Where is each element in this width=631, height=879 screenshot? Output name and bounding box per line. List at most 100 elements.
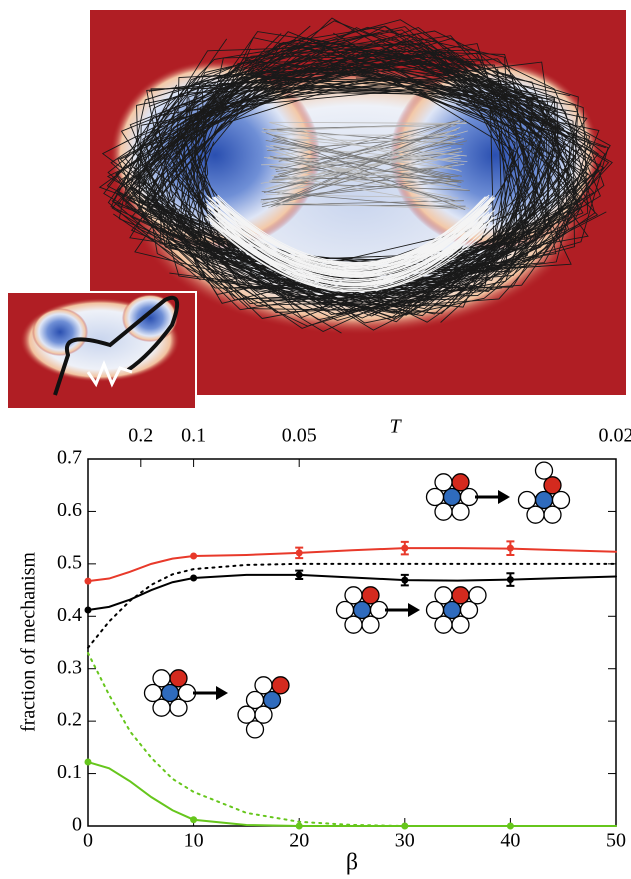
atom [271, 676, 290, 695]
atom [451, 615, 470, 634]
trajectory [271, 139, 452, 178]
x-tick-label: 30 [395, 830, 415, 852]
trajectory [211, 223, 495, 292]
data-point [401, 576, 409, 584]
atom [361, 615, 380, 634]
trajectory [261, 191, 458, 209]
atom [425, 600, 445, 620]
top-axis-label: T [389, 416, 402, 438]
y-tick-label: 0.5 [57, 551, 82, 573]
trajectory [136, 40, 596, 301]
data-point [190, 552, 198, 560]
atom [468, 586, 487, 605]
y-tick-label: 0.6 [57, 499, 82, 521]
atom [451, 586, 470, 605]
atom [254, 676, 273, 695]
trajectory [267, 122, 467, 132]
data-point [401, 544, 409, 552]
top-tick-label: 0.1 [181, 425, 206, 447]
trajectory [180, 44, 573, 315]
data-point [190, 574, 198, 582]
trajectory [274, 144, 459, 171]
data-point [506, 576, 514, 584]
trajectory [217, 211, 490, 281]
atom [169, 669, 188, 688]
trajectory [274, 167, 452, 197]
trajectory [275, 138, 456, 143]
data-point [84, 758, 92, 766]
trajectory [217, 217, 486, 286]
mechanism-icons [143, 461, 571, 739]
data-point [295, 571, 303, 579]
data-point [295, 549, 303, 557]
curve [87, 562, 617, 649]
trajectory [269, 121, 462, 172]
atom [245, 690, 265, 710]
atom [543, 476, 562, 495]
trajectory [269, 155, 456, 202]
atom [237, 705, 256, 724]
trajectory [265, 145, 454, 205]
x-tick-label: 40 [500, 830, 520, 852]
trajectory [134, 29, 584, 315]
trajectory [261, 149, 460, 205]
trajectory [278, 157, 464, 182]
trajectory [261, 162, 461, 208]
atom [152, 669, 171, 688]
top-tick-label: 0.05 [282, 425, 317, 447]
atom [344, 586, 363, 605]
top-tick-label: 0.2 [128, 425, 153, 447]
x-tick-label: 0 [83, 830, 93, 852]
atom [344, 615, 363, 634]
trajectory [269, 121, 467, 124]
trajectory [124, 32, 605, 306]
trajectory [178, 49, 576, 314]
y-tick-label: 0.1 [57, 761, 82, 783]
trajectory [272, 138, 454, 178]
arrow-head [408, 603, 420, 617]
atom [425, 487, 445, 507]
trajectory [211, 196, 490, 266]
y-tick-label: 0.4 [57, 604, 82, 626]
atom [434, 586, 453, 605]
curve [87, 573, 617, 611]
atom [143, 683, 163, 703]
trajectory [176, 25, 573, 321]
atom [459, 600, 479, 620]
trajectory [279, 120, 455, 177]
atom [517, 490, 537, 510]
trajectory [206, 208, 490, 278]
curve [87, 651, 617, 827]
landscape-image [90, 10, 626, 395]
trajectory [260, 201, 467, 210]
atom [526, 505, 545, 524]
data-point [84, 606, 92, 614]
trajectory [113, 65, 579, 331]
x-tick-label: 50 [606, 830, 626, 852]
atom [534, 461, 554, 480]
y-tick-label: 0.7 [57, 447, 82, 469]
x-tick-label: 20 [289, 830, 309, 852]
atom [245, 720, 265, 739]
trajectory [260, 151, 463, 184]
data-point [295, 822, 303, 830]
y-tick-label: 0.3 [57, 656, 82, 678]
atom [434, 615, 453, 634]
x-tick-label: 10 [184, 830, 204, 852]
top-tick-label: 0.02 [599, 425, 631, 447]
arrow-head [498, 490, 510, 504]
x-axis-label: β [346, 850, 358, 876]
data-point [506, 544, 514, 552]
trajectory [275, 151, 464, 172]
data-point [506, 822, 514, 830]
atom [361, 586, 380, 605]
curve [87, 761, 617, 827]
atom [152, 698, 171, 717]
trajectory [208, 197, 495, 267]
y-tick-label: 0.2 [57, 709, 82, 731]
trajectory [262, 180, 460, 201]
trajectory [145, 27, 593, 288]
y-tick-label: 0 [72, 814, 82, 836]
arrow-head [216, 686, 228, 700]
